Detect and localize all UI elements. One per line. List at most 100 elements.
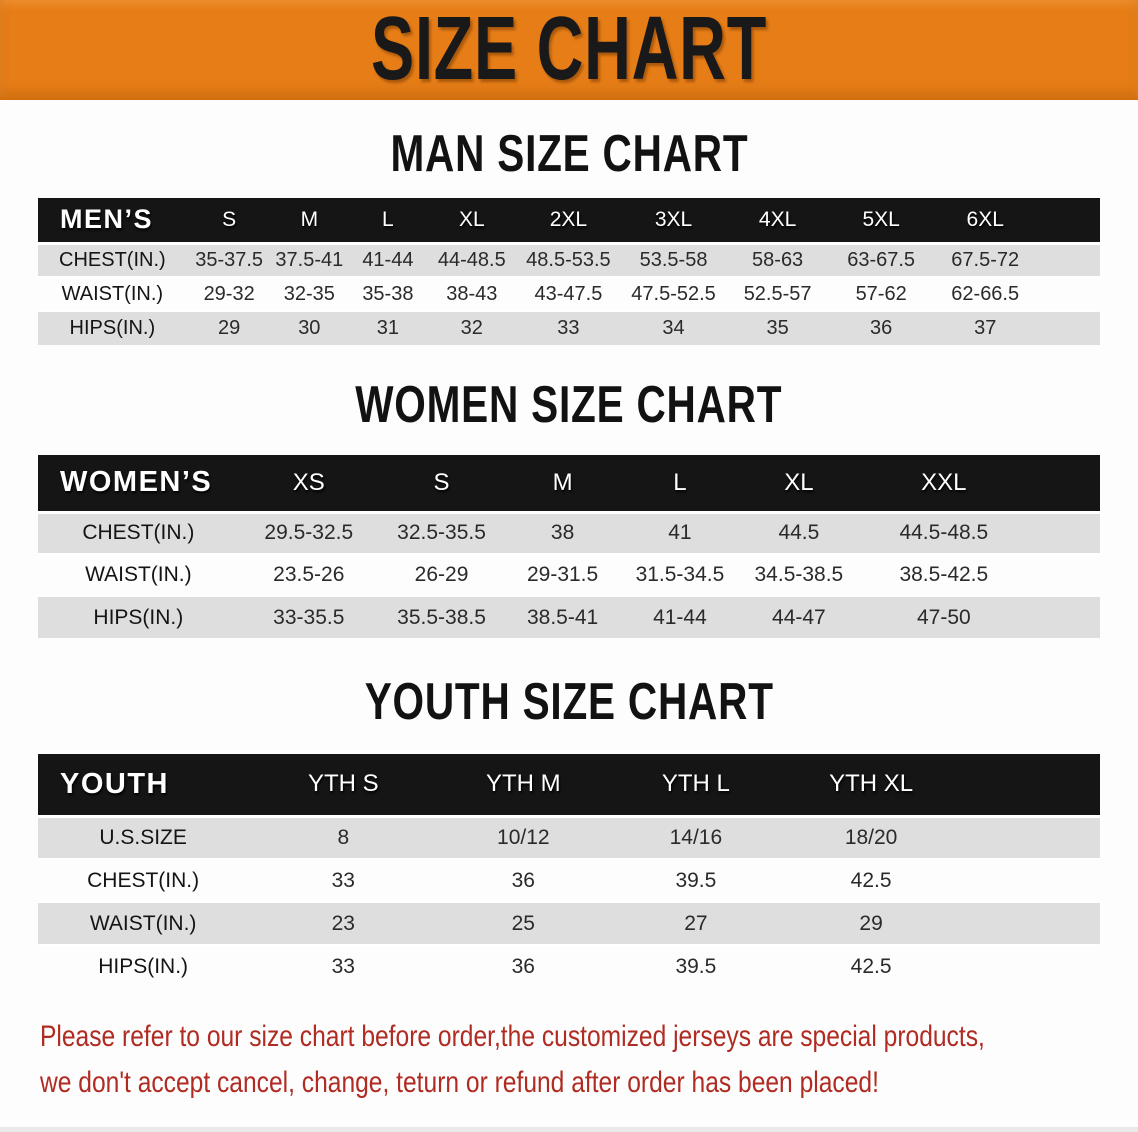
women-section-heading: WOMEN SIZE CHART <box>0 377 1138 433</box>
men-size-table: MEN’S S M L XL 2XL 3XL 4XL 5XL 6XL CHEST… <box>38 198 1100 345</box>
cell: 29-32 <box>186 276 272 311</box>
col-header: YTH M <box>438 754 609 818</box>
cell-spacer <box>1038 276 1100 311</box>
cell: 23.5-26 <box>238 553 379 596</box>
col-header: S <box>186 198 272 245</box>
cell: 41-44 <box>621 595 739 638</box>
col-header: YTH S <box>248 754 439 818</box>
cell: 42.5 <box>783 858 959 902</box>
cell: 30 <box>271 310 348 345</box>
cell: 25 <box>438 901 609 945</box>
men-section-heading: MAN SIZE CHART <box>0 126 1138 182</box>
col-header: YTH XL <box>783 754 959 818</box>
cell: 62-66.5 <box>932 276 1039 311</box>
cell: 47.5-52.5 <box>622 276 726 311</box>
cell: 10/12 <box>438 816 609 859</box>
col-header: 2XL <box>514 198 623 245</box>
col-header: L <box>621 455 739 514</box>
row-label: WAIST(IN.) <box>38 553 239 596</box>
women-section-heading-text: WOMEN SIZE CHART <box>355 376 783 434</box>
youth-section-heading-text: YOUTH SIZE CHART <box>364 673 774 731</box>
cell: 39.5 <box>608 944 784 988</box>
cell: 52.5-57 <box>725 276 831 311</box>
cell: 34.5-38.5 <box>738 553 859 596</box>
col-header: XXL <box>858 455 1029 514</box>
cell: 29 <box>783 901 959 945</box>
col-header: XS <box>238 455 379 514</box>
women-row-hips: HIPS(IN.) 33-35.5 35.5-38.5 38.5-41 41-4… <box>38 595 1100 638</box>
cell: 29 <box>186 310 272 345</box>
row-label: WAIST(IN.) <box>38 901 249 945</box>
men-row-chest: CHEST(IN.) 35-37.5 37.5-41 41-44 44-48.5… <box>38 243 1100 277</box>
men-section-heading-text: MAN SIZE CHART <box>390 125 748 183</box>
cell: 38-43 <box>428 276 515 311</box>
order-policy-note-line2: we don't accept cancel, change, teturn o… <box>40 1066 879 1099</box>
women-row-chest: CHEST(IN.) 29.5-32.5 32.5-35.5 38 41 44.… <box>38 512 1100 554</box>
cell: 31.5-34.5 <box>621 553 739 596</box>
cell: 38.5-41 <box>504 595 621 638</box>
cell: 47-50 <box>858 595 1029 638</box>
banner-title: SIZE CHART <box>371 0 767 99</box>
cell: 36 <box>438 944 609 988</box>
cell: 38.5-42.5 <box>858 553 1029 596</box>
cell: 39.5 <box>608 858 784 902</box>
row-label: HIPS(IN.) <box>38 310 187 345</box>
cell: 58-63 <box>725 243 831 277</box>
cell: 44.5 <box>738 512 859 554</box>
col-header: 3XL <box>622 198 726 245</box>
order-policy-note-line1: Please refer to our size chart before or… <box>40 1020 985 1053</box>
cell: 23 <box>248 901 439 945</box>
col-header: L <box>347 198 429 245</box>
cell-spacer <box>958 816 1100 859</box>
men-corner-label: MEN’S <box>38 198 187 245</box>
col-header-spacer <box>1028 455 1100 514</box>
cell: 33 <box>248 944 439 988</box>
order-policy-note: Please refer to our size chart before or… <box>40 1014 1138 1106</box>
cell: 43-47.5 <box>514 276 623 311</box>
youth-size-table: YOUTH YTH S YTH M YTH L YTH XL U.S.SIZE … <box>38 754 1100 988</box>
cell: 44-47 <box>738 595 859 638</box>
cell: 36 <box>438 858 609 902</box>
youth-corner-label: YOUTH <box>38 754 249 818</box>
cell: 67.5-72 <box>932 243 1039 277</box>
cell-spacer <box>1028 595 1100 638</box>
men-row-waist: WAIST(IN.) 29-32 32-35 35-38 38-43 43-47… <box>38 276 1100 311</box>
cell: 35-38 <box>347 276 429 311</box>
cell: 18/20 <box>783 816 959 859</box>
cell-spacer <box>1028 553 1100 596</box>
row-label: HIPS(IN.) <box>38 944 249 988</box>
row-label: HIPS(IN.) <box>38 595 239 638</box>
bottom-edge-divider <box>0 1127 1138 1132</box>
cell: 26-29 <box>378 553 505 596</box>
youth-header-row: YOUTH YTH S YTH M YTH L YTH XL <box>38 754 1100 818</box>
cell-spacer <box>958 858 1100 902</box>
cell-spacer <box>958 944 1100 988</box>
row-label: U.S.SIZE <box>38 816 249 859</box>
cell: 14/16 <box>608 816 784 859</box>
cell: 37.5-41 <box>271 243 348 277</box>
row-label: CHEST(IN.) <box>38 858 249 902</box>
col-header-spacer <box>958 754 1100 818</box>
cell: 35.5-38.5 <box>378 595 505 638</box>
cell: 36 <box>830 310 933 345</box>
cell: 38 <box>504 512 621 554</box>
women-corner-label: WOMEN’S <box>38 455 239 514</box>
col-header: M <box>504 455 621 514</box>
women-header-row: WOMEN’S XS S M L XL XXL <box>38 455 1100 514</box>
col-header: S <box>378 455 505 514</box>
youth-section-heading: YOUTH SIZE CHART <box>0 674 1138 730</box>
row-label: WAIST(IN.) <box>38 276 187 311</box>
youth-row-chest: CHEST(IN.) 33 36 39.5 42.5 <box>38 858 1100 902</box>
cell: 32 <box>428 310 515 345</box>
cell: 44.5-48.5 <box>858 512 1029 554</box>
cell-spacer <box>1038 243 1100 277</box>
cell: 29-31.5 <box>504 553 621 596</box>
cell: 32-35 <box>271 276 348 311</box>
cell: 34 <box>622 310 726 345</box>
cell: 29.5-32.5 <box>238 512 379 554</box>
women-row-waist: WAIST(IN.) 23.5-26 26-29 29-31.5 31.5-34… <box>38 553 1100 596</box>
col-header: XL <box>738 455 859 514</box>
row-label: CHEST(IN.) <box>38 243 187 277</box>
youth-row-ussize: U.S.SIZE 8 10/12 14/16 18/20 <box>38 816 1100 859</box>
